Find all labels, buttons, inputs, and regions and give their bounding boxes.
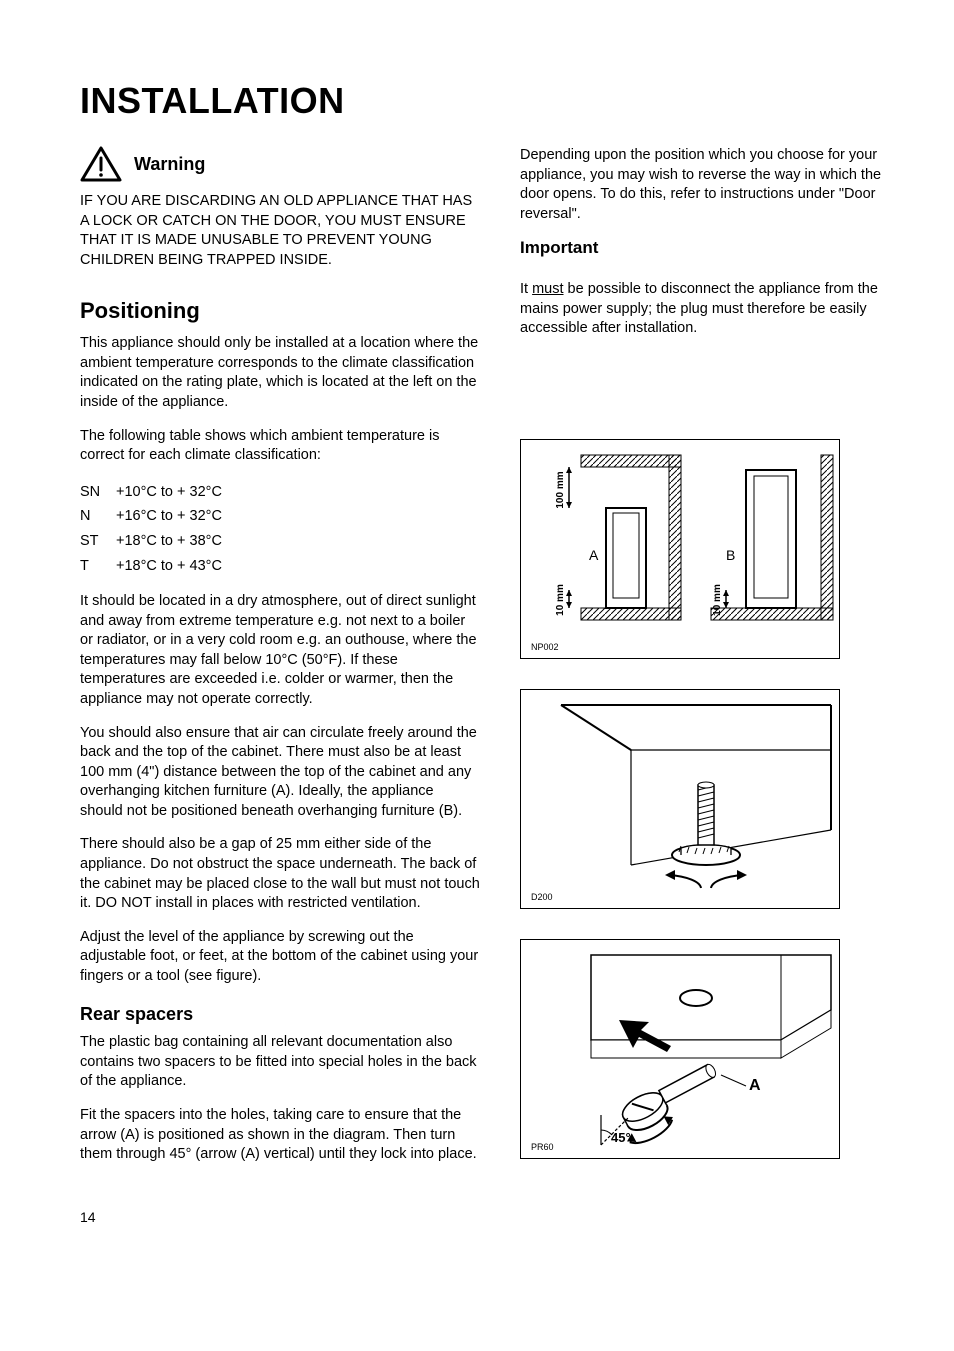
important-heading: Important bbox=[520, 238, 884, 258]
columns: Warning IF YOU ARE DISCARDING AN OLD APP… bbox=[80, 146, 884, 1189]
label-100mm: 100 mm bbox=[555, 471, 566, 508]
label-a: A bbox=[589, 547, 599, 563]
climate-range: +18°C to + 43°C bbox=[116, 554, 222, 579]
figure-label: PR60 bbox=[531, 1142, 554, 1152]
rear-spacers-p2: Fit the spacers into the holes, taking c… bbox=[80, 1106, 480, 1165]
figure-clearance-svg: 100 mm 10 mm A 10 mm bbox=[521, 440, 841, 660]
table-row: T+18°C to + 43°C bbox=[80, 554, 480, 579]
right-column: Depending upon the position which you ch… bbox=[520, 146, 884, 1189]
climate-class: SN bbox=[80, 480, 116, 505]
climate-range: +10°C to + 32°C bbox=[116, 480, 222, 505]
warning-body: IF YOU ARE DISCARDING AN OLD APPLIANCE T… bbox=[80, 192, 480, 270]
figure-foot-svg bbox=[521, 690, 841, 910]
rear-spacers-heading: Rear spacers bbox=[80, 1004, 480, 1025]
label-45deg: 45° bbox=[611, 1130, 631, 1145]
climate-class: ST bbox=[80, 529, 116, 554]
positioning-p3: It should be located in a dry atmosphere… bbox=[80, 592, 480, 709]
label-10mm-a: 10 mm bbox=[555, 584, 566, 616]
figure-spacer: 45° A PR60 bbox=[520, 939, 840, 1159]
figure-label: NP002 bbox=[531, 642, 559, 652]
important-pre: It bbox=[520, 281, 532, 297]
table-row: SN+10°C to + 32°C bbox=[80, 480, 480, 505]
table-row: ST+18°C to + 38°C bbox=[80, 529, 480, 554]
positioning-p6: Adjust the level of the appliance by scr… bbox=[80, 928, 480, 987]
figure-label: D200 bbox=[531, 892, 553, 902]
rear-spacers-p1: The plastic bag containing all relevant … bbox=[80, 1033, 480, 1092]
climate-range: +16°C to + 32°C bbox=[116, 504, 222, 529]
important-body: It must be possible to disconnect the ap… bbox=[520, 280, 884, 339]
positioning-p5: There should also be a gap of 25 mm eith… bbox=[80, 835, 480, 913]
page-number: 14 bbox=[80, 1209, 884, 1225]
screw-foot-icon bbox=[672, 782, 740, 865]
label-10mm-b: 10 mm bbox=[712, 584, 723, 616]
important-must: must bbox=[532, 281, 563, 297]
climate-table: SN+10°C to + 32°C N+16°C to + 32°C ST+18… bbox=[80, 480, 480, 579]
climate-range: +18°C to + 38°C bbox=[116, 529, 222, 554]
figure-clearance: 100 mm 10 mm A 10 mm bbox=[520, 439, 840, 659]
important-post: be possible to disconnect the appliance … bbox=[520, 281, 878, 336]
page-title: INSTALLATION bbox=[80, 80, 884, 122]
positioning-p2: The following table shows which ambient … bbox=[80, 427, 480, 466]
door-reversal-para: Depending upon the position which you ch… bbox=[520, 146, 884, 224]
figure-foot: D200 bbox=[520, 689, 840, 909]
warning-row: Warning bbox=[80, 146, 480, 182]
left-column: Warning IF YOU ARE DISCARDING AN OLD APP… bbox=[80, 146, 480, 1189]
warning-icon bbox=[80, 146, 122, 182]
climate-class: T bbox=[80, 554, 116, 579]
positioning-heading: Positioning bbox=[80, 298, 480, 324]
label-spacer-a: A bbox=[749, 1077, 761, 1094]
warning-label: Warning bbox=[134, 154, 205, 175]
label-b: B bbox=[726, 547, 735, 563]
figure-spacer-svg: 45° A bbox=[521, 940, 841, 1160]
positioning-p1: This appliance should only be installed … bbox=[80, 334, 480, 412]
table-row: N+16°C to + 32°C bbox=[80, 504, 480, 529]
positioning-p4: You should also ensure that air can circ… bbox=[80, 724, 480, 822]
page: INSTALLATION Warning IF YOU ARE DISCARDI… bbox=[0, 0, 954, 1265]
climate-class: N bbox=[80, 504, 116, 529]
